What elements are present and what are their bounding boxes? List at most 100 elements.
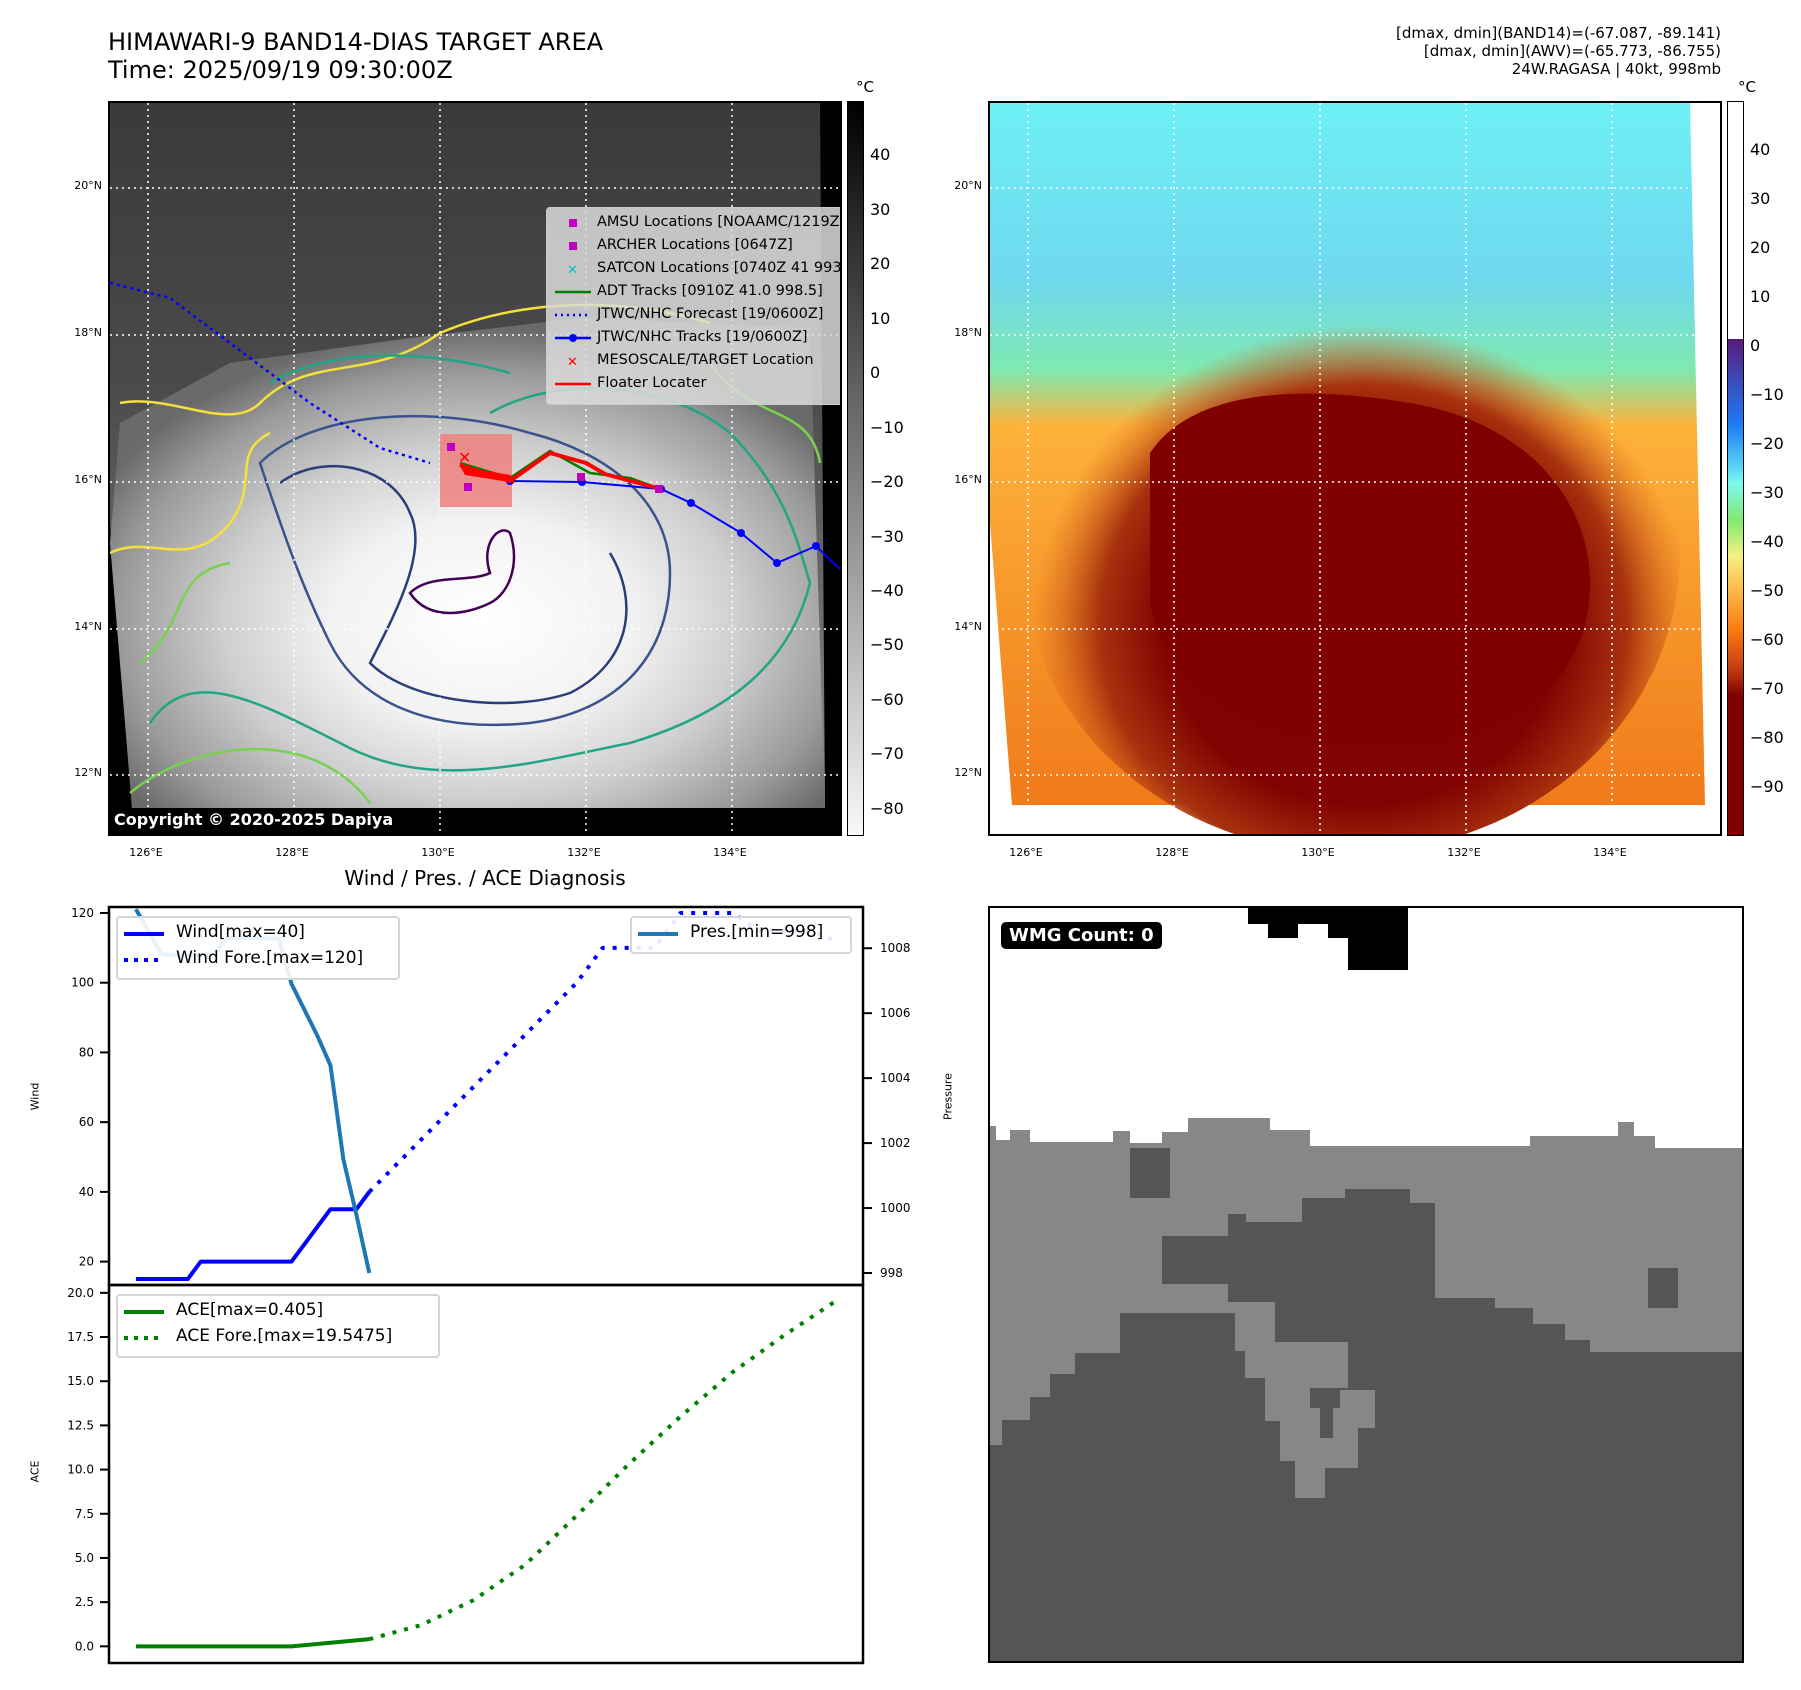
colorbar-tick-label: −60	[1750, 630, 1784, 649]
colorbar-tick-label: 40	[1750, 140, 1771, 159]
contour-purple	[408, 529, 516, 615]
colorbar-tick-label: −10	[870, 417, 904, 437]
pressure-tick-label: 1000	[880, 1201, 911, 1215]
colorbar-tick-label: 0	[870, 363, 881, 383]
enhanced-ir-map	[988, 101, 1722, 836]
title-satellite: HIMAWARI-9 BAND14-DIAS TARGET AREA	[108, 28, 604, 56]
legend-ace: ACE[max=0.405]	[176, 1300, 324, 1320]
legend-wind: Wind[max=40]	[176, 922, 305, 942]
solid-line-icon	[555, 382, 591, 386]
legend-ace-forecast: ACE Fore.[max=19.5475]	[176, 1326, 393, 1346]
colorbar-tick-label: 20	[870, 254, 891, 274]
amsu-archer-points	[447, 443, 663, 493]
ace-legend: ACE[max=0.405] ACE Fore.[max=19.5475]	[116, 1294, 440, 1358]
legend-pressure: Pres.[min=998]	[690, 922, 824, 942]
info-storm: 24W.RAGASA | 40kt, 998mb	[1511, 60, 1721, 78]
colorbar-tick-label: 40	[870, 145, 891, 165]
svg-text:✕: ✕	[567, 355, 578, 369]
right-map-gridlines	[990, 103, 1720, 834]
colorbar-tick-label: −70	[870, 744, 904, 764]
info-band14: [dmax, dmin](BAND14)=(-67.087, -89.141)	[1396, 24, 1721, 42]
ace-tick-label: 17.5	[67, 1330, 94, 1344]
colorbar-tick-label: 10	[870, 308, 891, 328]
colorbar-tick-label: 30	[870, 199, 891, 219]
floater-cluster	[460, 466, 515, 483]
lat-tick-label: 20°N	[74, 179, 102, 192]
wmg-panel	[988, 906, 1744, 1663]
ace-tick-label: 15.0	[67, 1374, 94, 1388]
wind-tick-label: 60	[79, 1115, 94, 1129]
lat-tick-label: 16°N	[74, 473, 102, 486]
wind-tick-label: 120	[71, 906, 94, 920]
wind-series	[135, 1190, 371, 1282]
svg-text:✕: ✕	[567, 263, 578, 277]
enhanced-colorbar	[1727, 101, 1744, 836]
pressure-tick-label: 1004	[880, 1071, 911, 1085]
ir-grayscale-map: ✕ AMSU Locations [NOAAMC/1219Z 26 1008] …	[108, 101, 842, 836]
target-x-marker: ✕	[458, 448, 471, 467]
wmg-dark-blob	[1130, 1148, 1170, 1198]
jtwc-best-track	[509, 480, 840, 571]
lat-tick-label: 14°N	[954, 620, 982, 633]
colorbar-tick-label: 30	[1750, 189, 1771, 208]
ace-tick-label: 0.0	[75, 1639, 94, 1653]
colorbar-tick-label: −50	[870, 635, 904, 655]
colorbar-tick-label: −40	[1750, 532, 1784, 551]
wind-pressure-chart: 120 100 80 60 40 20 1008 1006 1004 1002 1000 998 Wi…	[71, 905, 911, 1287]
lat-tick-label: 18°N	[74, 326, 102, 339]
legend-item-archer: ARCHER Locations [0647Z]	[547, 235, 840, 257]
lon-tick-label: 134°E	[713, 846, 747, 859]
ace-tick-label: 7.5	[75, 1507, 94, 1521]
legend-line-icons	[638, 932, 678, 936]
legend-item-adt: ADT Tracks [0910Z 41.0 998.5]	[547, 281, 840, 303]
colorbar-tick-label: −10	[1750, 385, 1784, 404]
left-colorbar-unit: °C	[856, 78, 874, 96]
colorbar-tick-label: −50	[1750, 581, 1784, 600]
legend-wind-forecast: Wind Fore.[max=120]	[176, 948, 364, 968]
copyright-label: Copyright © 2020-2025 Dapiya	[110, 808, 398, 831]
lon-tick-label: 134°E	[1593, 846, 1627, 859]
square-marker-icon	[569, 242, 577, 250]
ace-tick-label: 12.5	[67, 1418, 94, 1432]
right-colorbar-unit: °C	[1738, 78, 1756, 96]
map-legend: AMSU Locations [NOAAMC/1219Z 26 1008] AR…	[546, 207, 840, 405]
ace-chart: 20.0 17.5 15.0 12.5 10.0 7.5 5.0 2.5 0.0 ACE[max…	[67, 1283, 865, 1665]
ace-tick-label: 20.0	[67, 1286, 94, 1300]
ace-series	[135, 1637, 370, 1649]
enhanced-map-canvas	[990, 103, 1720, 834]
lon-tick-label: 128°E	[275, 846, 309, 859]
plot-frame	[107, 1283, 865, 1665]
pressure-axis-label: Pressure	[941, 1073, 955, 1120]
solid-line-icon	[555, 290, 591, 294]
colorbar-tick-label: 20	[1750, 238, 1771, 257]
square-marker-icon	[569, 219, 577, 227]
figure-title: HIMAWARI-9 BAND14-DIAS TARGET AREA Time: …	[108, 28, 603, 84]
pressure-legend: Pres.[min=998]	[630, 916, 852, 954]
wind-tick-label: 20	[79, 1255, 94, 1269]
wmg-black-region	[1248, 908, 1408, 970]
pressure-tick-label: 1008	[880, 941, 911, 955]
pressure-tick-label: 998	[880, 1266, 903, 1280]
figure-info: [dmax, dmin](BAND14)=(-67.087, -89.141) …	[1396, 24, 1721, 78]
colorbar-tick-label: −30	[870, 526, 904, 546]
wmg-dark-blob-right	[1648, 1268, 1678, 1308]
wmg-mask	[990, 908, 1742, 1661]
cloud-shield	[110, 318, 825, 808]
lat-tick-label: 12°N	[954, 766, 982, 779]
wind-legend: Wind[max=40] Wind Fore.[max=120]	[116, 916, 400, 980]
legend-item-amsu: AMSU Locations [NOAAMC/1219Z 26 1008]	[547, 212, 840, 234]
x-marker-icon: ✕	[567, 355, 578, 369]
colorbar-tick-label: 10	[1750, 287, 1771, 306]
colorbar-tick-label: −20	[1750, 434, 1784, 453]
lon-tick-label: 130°E	[421, 846, 455, 859]
diagnosis-chart-title: Wind / Pres. / ACE Diagnosis	[344, 866, 626, 890]
wind-tick-label: 80	[79, 1045, 94, 1059]
ace-tick-label: 5.0	[75, 1551, 94, 1565]
colorbar-tick-label: −20	[870, 472, 904, 492]
colorbar-tick-label: −60	[870, 689, 904, 709]
wmg-count-badge: WMG Count: 0	[1001, 922, 1162, 949]
wmg-dark-region	[990, 1189, 1742, 1661]
ace-tick-label: 10.0	[67, 1463, 94, 1477]
title-time: Time: 2025/09/19 09:30:00Z	[108, 56, 453, 84]
colorbar-tick-label: −80	[870, 798, 904, 818]
